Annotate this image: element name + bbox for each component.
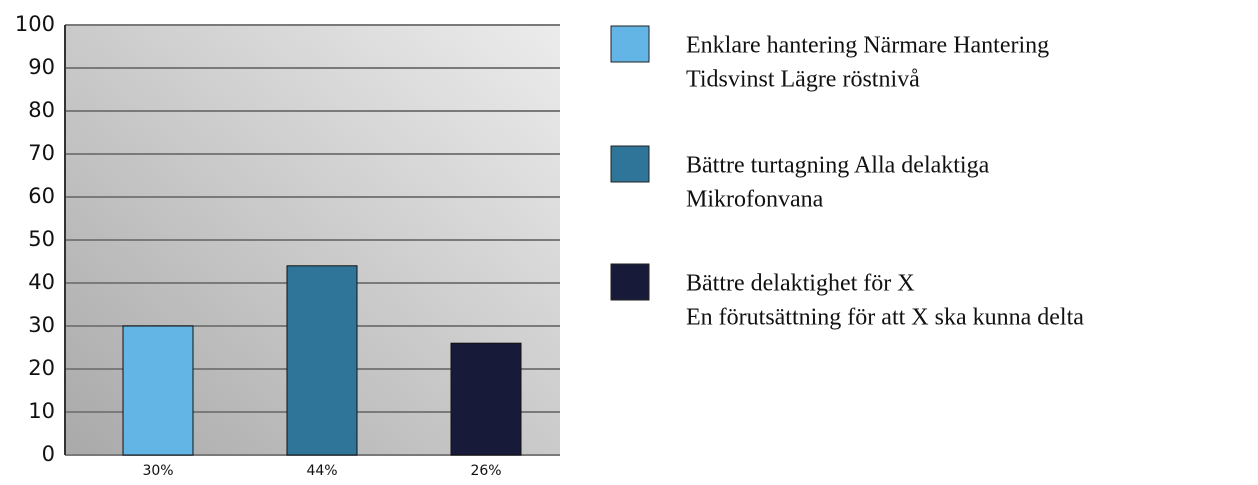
y-tick-label: 10: [28, 399, 55, 423]
legend-label: Tidsvinst Lägre röstnivå: [686, 67, 920, 93]
legend-label: En förutsättning för att X ska kunna del…: [686, 305, 1084, 331]
y-tick-label: 40: [28, 270, 55, 294]
y-tick-label: 100: [15, 12, 55, 36]
y-tick-label: 30: [28, 313, 55, 337]
legend-label: Bättre turtagning Alla delaktiga: [686, 153, 990, 179]
y-tick-label: 60: [28, 184, 55, 208]
y-tick-label: 70: [28, 141, 55, 165]
bar: [450, 342, 522, 456]
x-label: 44%: [306, 463, 337, 479]
y-tick-label: 20: [28, 356, 55, 380]
y-tick-label: 80: [28, 98, 55, 122]
y-tick-label: 90: [28, 55, 55, 79]
legend-swatch: [610, 263, 650, 301]
bar: [122, 325, 194, 456]
legend-label: Bättre delaktighet för X: [686, 271, 915, 297]
legend-label: Mikrofonvana: [686, 187, 824, 213]
legend-swatch: [610, 25, 650, 63]
legend-label: Enklare hantering Närmare Hantering: [686, 33, 1049, 59]
legend-swatch: [610, 145, 650, 183]
x-label: 30%: [142, 463, 173, 479]
x-label: 26%: [470, 463, 501, 479]
bar: [286, 265, 358, 456]
y-tick-label: 0: [42, 442, 55, 466]
y-tick-label: 50: [28, 227, 55, 251]
